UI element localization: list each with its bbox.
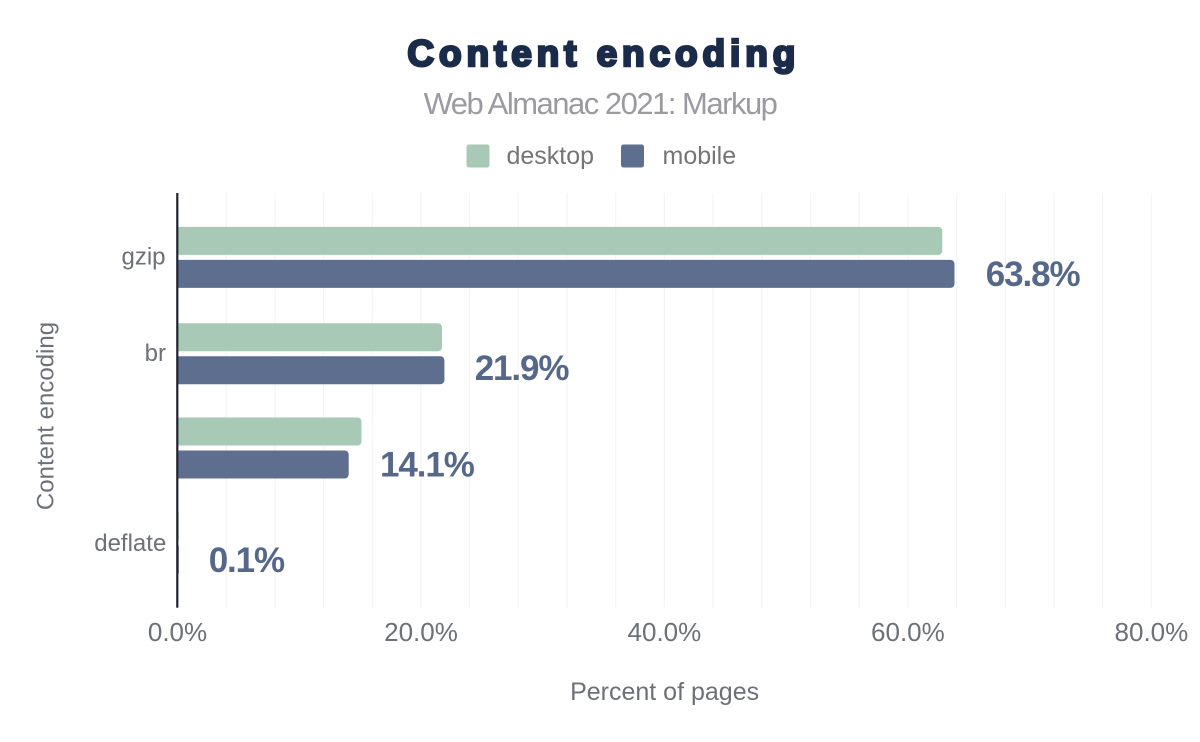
svg-text:Web Almanac 2021: Markup: Web Almanac 2021: Markup bbox=[424, 86, 777, 121]
svg-text:Content encoding: Content encoding bbox=[407, 33, 800, 74]
svg-text:60.0%: 60.0% bbox=[871, 617, 945, 647]
svg-text:br: br bbox=[145, 340, 166, 367]
svg-text:gzip: gzip bbox=[121, 244, 165, 271]
svg-text:21.9%: 21.9% bbox=[475, 349, 570, 388]
svg-text:63.8%: 63.8% bbox=[986, 255, 1081, 294]
svg-text:0.1%: 0.1% bbox=[209, 541, 285, 580]
svg-text:desktop: desktop bbox=[507, 142, 595, 170]
svg-text:Content encoding: Content encoding bbox=[33, 322, 60, 510]
svg-text:Percent of pages: Percent of pages bbox=[570, 678, 759, 706]
svg-text:20.0%: 20.0% bbox=[384, 617, 458, 647]
svg-text:80.0%: 80.0% bbox=[1115, 617, 1189, 647]
svg-text:deflate: deflate bbox=[94, 530, 166, 557]
svg-text:0.0%: 0.0% bbox=[148, 617, 207, 647]
svg-text:mobile: mobile bbox=[663, 142, 737, 170]
svg-text:40.0%: 40.0% bbox=[628, 617, 702, 647]
svg-text:14.1%: 14.1% bbox=[380, 446, 475, 485]
